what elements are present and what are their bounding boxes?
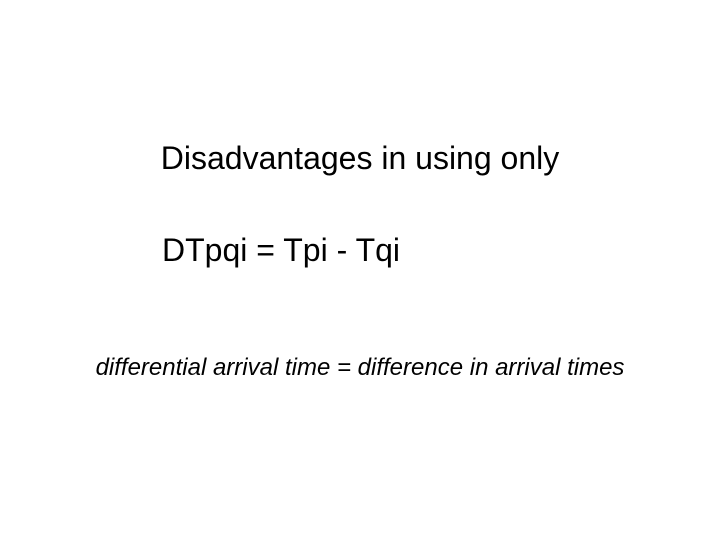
equation-text: DTpqi = Tpi - Tqi	[162, 232, 400, 269]
slide-title: Disadvantages in using only	[0, 140, 720, 177]
caption-text: differential arrival time = difference i…	[0, 354, 720, 382]
